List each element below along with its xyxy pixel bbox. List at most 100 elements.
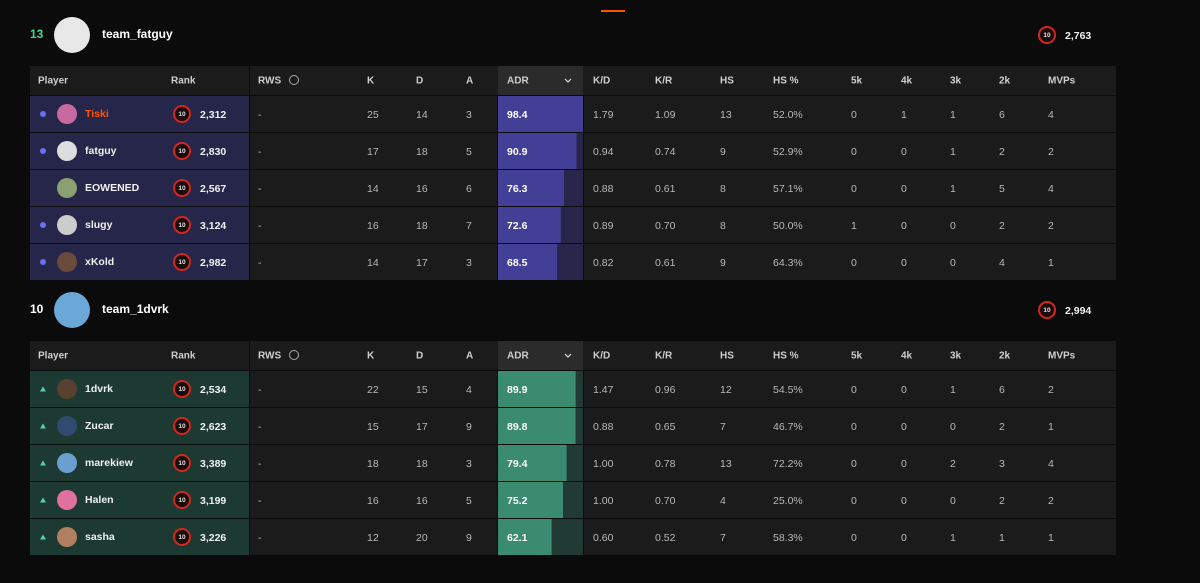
stat-value: 7	[466, 220, 472, 232]
stat-value: 3	[999, 458, 1005, 470]
rank-icon	[173, 179, 191, 197]
stat-value: 0	[851, 257, 857, 269]
stat-value: -	[258, 257, 262, 269]
stat-value: 0.61	[655, 257, 676, 269]
stat-value: 4	[1048, 109, 1054, 121]
adr-bar	[498, 519, 552, 555]
rank-icon	[173, 528, 191, 546]
player-avatar	[57, 379, 77, 399]
rank-level: 10	[178, 386, 186, 393]
party-marker	[40, 222, 46, 228]
adr-bar	[498, 371, 576, 407]
rank-level: 10	[178, 423, 186, 430]
player-name: slugy	[85, 219, 113, 231]
stat-value: 89.9	[507, 384, 528, 396]
stat-value: 18	[416, 458, 428, 470]
player-name: xKold	[85, 256, 114, 268]
stat-value: -	[258, 384, 262, 396]
team-score: 10	[30, 302, 44, 316]
tab-indicator	[601, 10, 625, 12]
player-name: fatguy	[85, 145, 117, 157]
stat-value: 0.96	[655, 384, 676, 396]
stat-value: 1.00	[593, 458, 614, 470]
stats-cell	[584, 133, 1116, 169]
player-avatar	[57, 490, 77, 510]
info-icon	[289, 75, 299, 85]
party-marker	[40, 460, 46, 466]
player-elo: 2,623	[200, 421, 226, 433]
stat-value: 89.8	[507, 421, 528, 433]
stats-cell	[250, 244, 497, 280]
player-name: Tiski	[85, 108, 109, 120]
stat-value: 7	[720, 532, 726, 544]
stat-value: 18	[416, 146, 428, 158]
player-name: EOWENED	[85, 182, 140, 194]
column-header: 4k	[901, 351, 913, 362]
column-header: Player	[38, 351, 68, 362]
stat-value: 5	[999, 183, 1005, 195]
stat-value: 0	[901, 257, 907, 269]
column-header: 4k	[901, 76, 913, 87]
stat-value: -	[258, 146, 262, 158]
stat-value: 1.79	[593, 109, 614, 121]
rank-level: 10	[178, 460, 186, 467]
stat-value: 25.0%	[773, 495, 803, 507]
stat-value: 6	[999, 384, 1005, 396]
party-marker	[40, 534, 46, 540]
column-header: MVPs	[1048, 351, 1076, 362]
stat-value: 4	[999, 257, 1005, 269]
stat-value: -	[258, 220, 262, 232]
rank-icon	[173, 253, 191, 271]
party-marker	[40, 111, 46, 117]
column-header: Player	[38, 76, 68, 87]
column-header: K/D	[593, 351, 610, 362]
column-header: HS %	[773, 76, 799, 87]
player-avatar	[57, 178, 77, 198]
stat-value: 2	[1048, 146, 1054, 158]
stat-value: 14	[367, 183, 379, 195]
player-name: Zucar	[85, 420, 114, 432]
stat-value: 0	[851, 146, 857, 158]
stat-value: 1	[950, 146, 956, 158]
player-name: 1dvrk	[85, 383, 113, 395]
stat-value: 0	[950, 220, 956, 232]
stat-value: 79.4	[507, 458, 528, 470]
rank-icon	[1038, 301, 1056, 319]
stat-value: 7	[720, 421, 726, 433]
stat-value: 90.9	[507, 146, 528, 158]
info-icon	[289, 350, 299, 360]
stats-cell	[584, 244, 1116, 280]
rank-level: 10	[1043, 307, 1051, 314]
stat-value: 2	[950, 458, 956, 470]
stat-value: 2	[999, 220, 1005, 232]
player-elo: 2,982	[200, 257, 226, 269]
column-header: K/D	[593, 76, 610, 87]
column-header: MVPs	[1048, 76, 1076, 87]
stat-value: 15	[367, 421, 379, 433]
stats-cell	[584, 96, 1116, 132]
rank-level: 10	[178, 497, 186, 504]
stat-value: 1	[1048, 421, 1054, 433]
team-avatar	[54, 292, 90, 328]
player-avatar	[57, 104, 77, 124]
stat-value: 0.89	[593, 220, 614, 232]
stats-cell	[584, 445, 1116, 481]
stat-value: 0.65	[655, 421, 676, 433]
party-marker	[40, 497, 46, 503]
team-elo: 2,994	[1065, 305, 1091, 317]
player-avatar	[57, 141, 77, 161]
player-elo: 2,534	[200, 384, 226, 396]
player-avatar	[57, 453, 77, 473]
player-elo: 3,124	[200, 220, 226, 232]
player-name: marekiew	[85, 457, 134, 469]
column-header: K	[367, 76, 375, 87]
adr-bar	[498, 170, 564, 206]
stats-cell	[250, 482, 497, 518]
stat-value: 13	[720, 458, 732, 470]
stat-value: 8	[720, 183, 726, 195]
player-elo: 2,567	[200, 183, 226, 195]
column-header: RWS	[258, 351, 281, 362]
stats-cell	[250, 207, 497, 243]
stat-value: 16	[416, 183, 428, 195]
stat-value: 4	[466, 384, 472, 396]
